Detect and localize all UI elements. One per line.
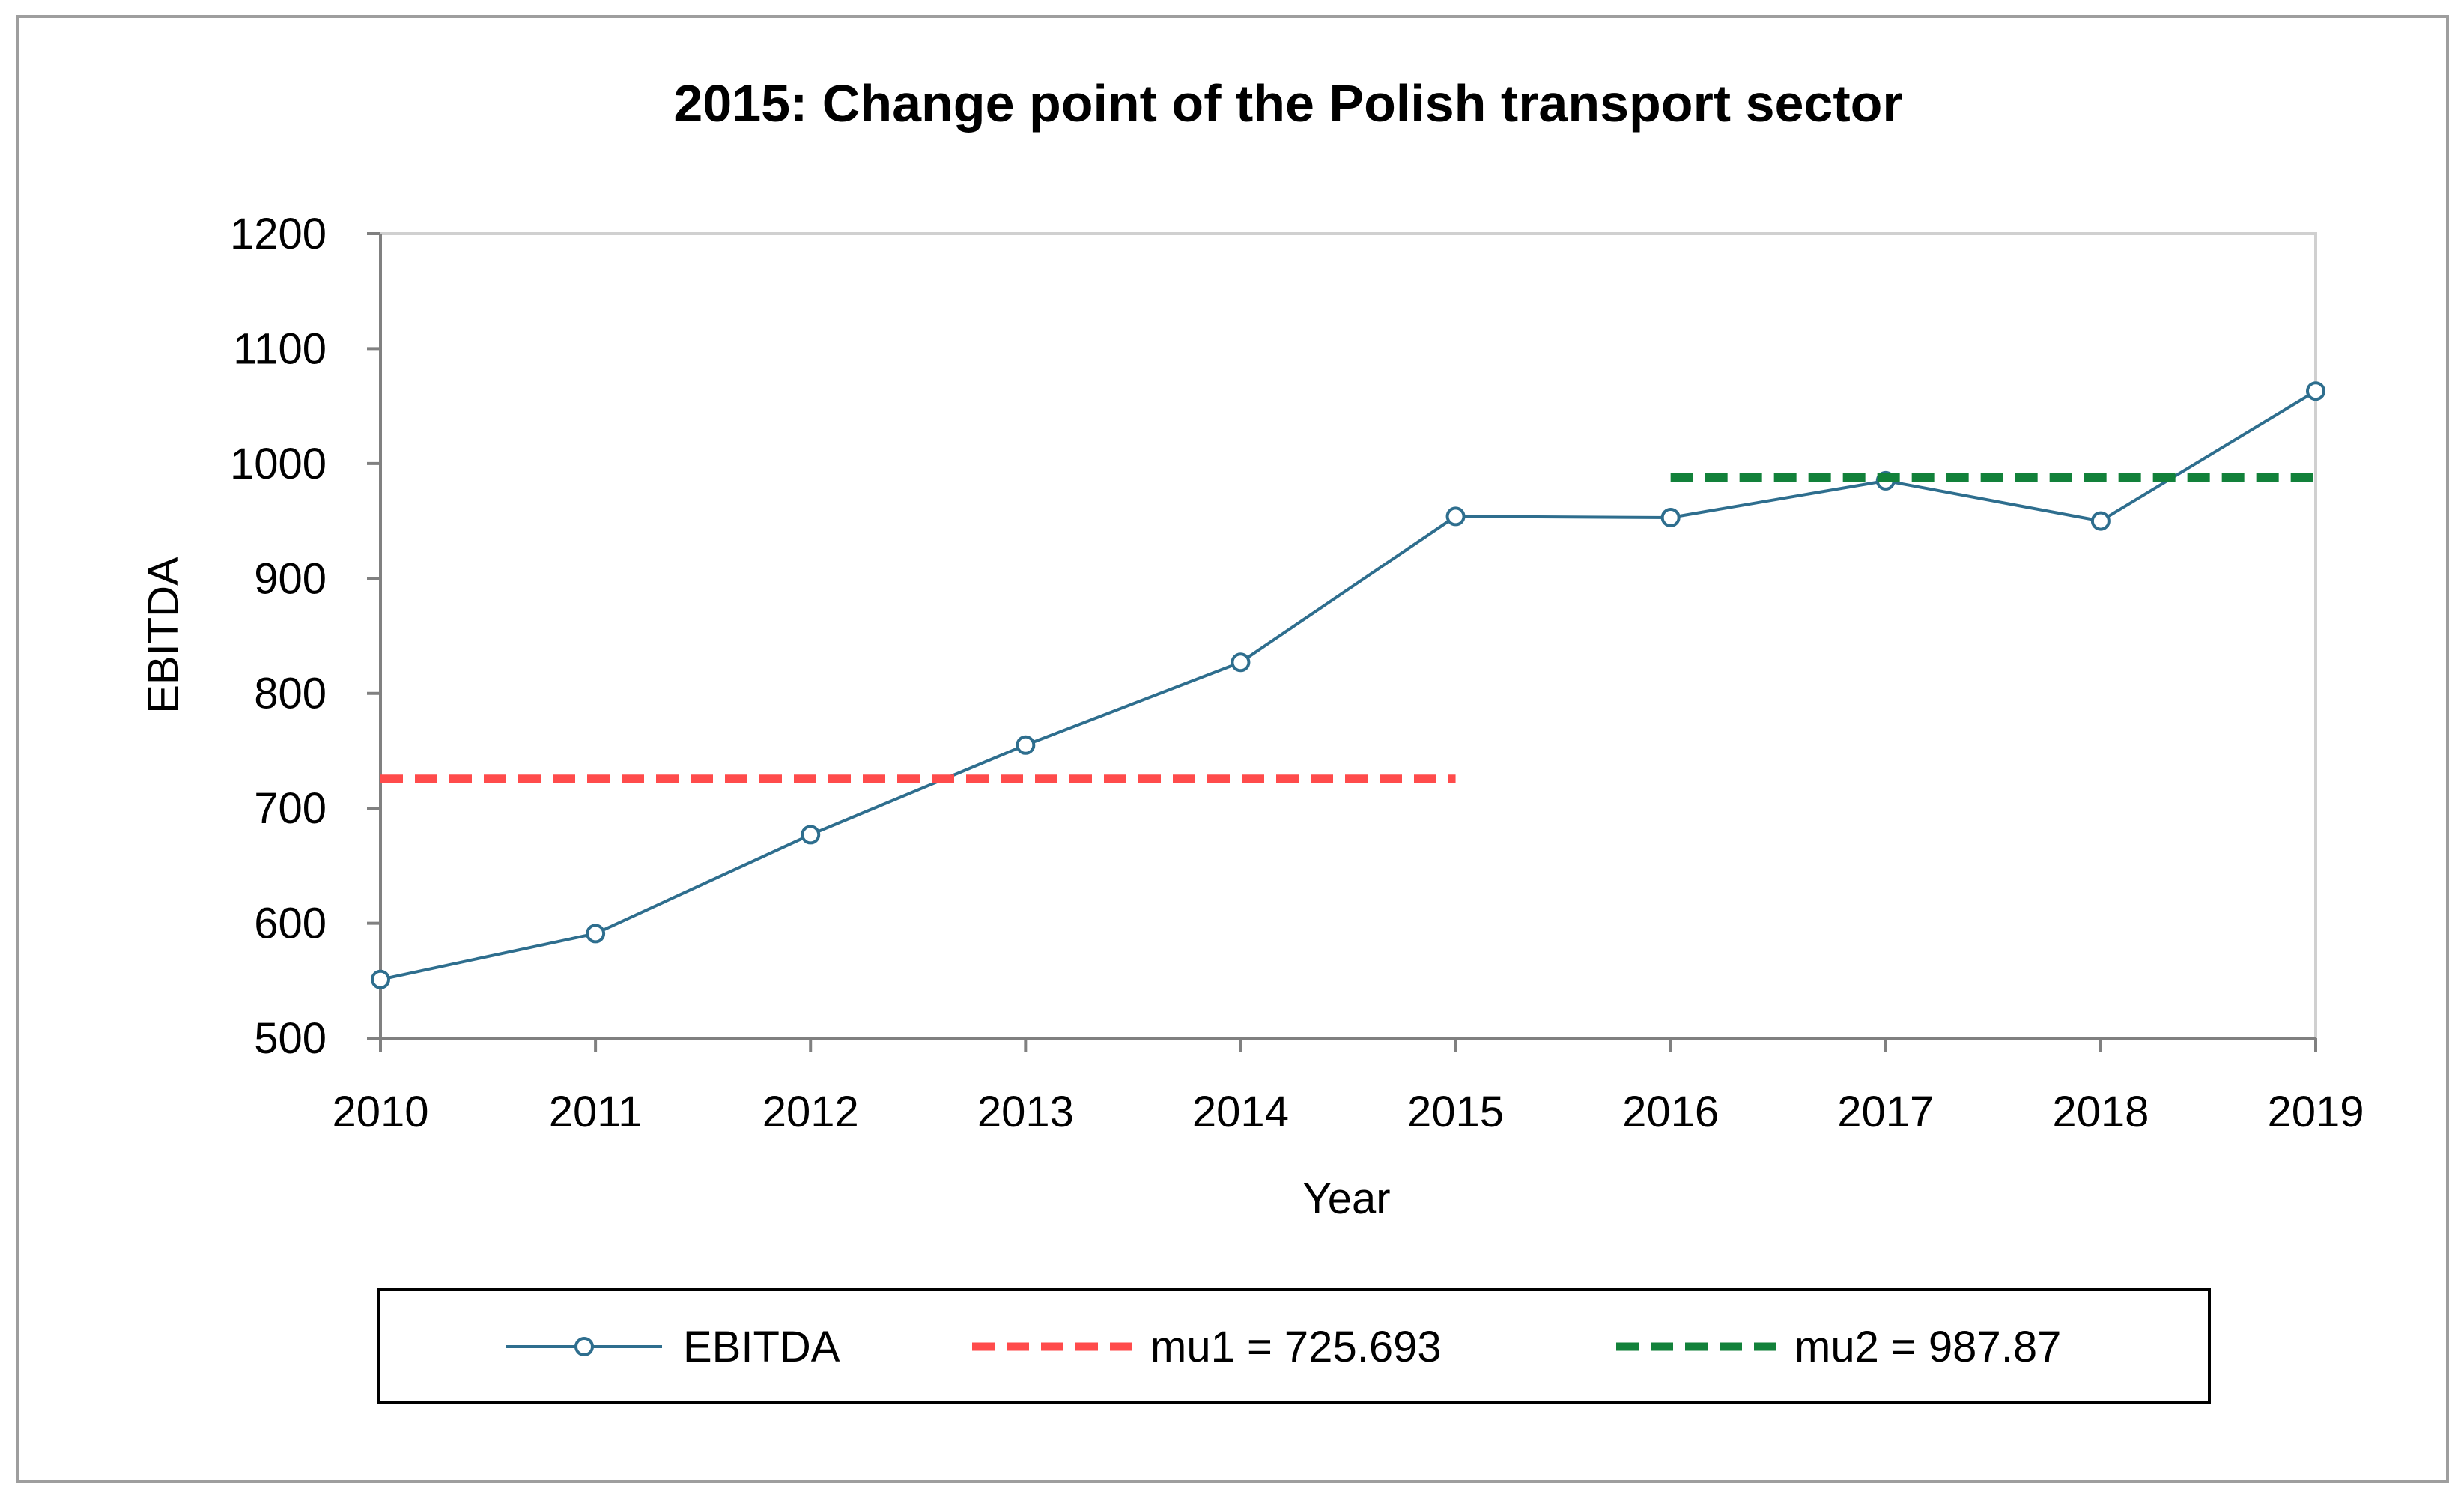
y-tick-label: 700 xyxy=(254,784,327,833)
x-tick-label: 2017 xyxy=(1837,1088,1934,1136)
ebitda-point-2013 xyxy=(1016,735,1036,755)
x-tick-label: 2011 xyxy=(549,1088,643,1136)
y-axis: 500 600 700 800 900 1000 1100 1200 xyxy=(230,210,382,1063)
ebitda-point-2018 xyxy=(2090,511,2111,531)
legend-mu1-label: mu1 = 725.693 xyxy=(1150,1323,1442,1371)
x-tick-label: 2012 xyxy=(762,1088,859,1136)
x-tick-label: 2018 xyxy=(2052,1088,2149,1136)
ebitda-series-line xyxy=(380,389,2317,981)
y-tick-label: 1200 xyxy=(230,210,327,258)
y-tick-label: 900 xyxy=(254,554,327,603)
legend-ebitda-label: EBITDA xyxy=(683,1323,840,1371)
ebitda-point-2019 xyxy=(2306,381,2325,401)
ebitda-point-2016 xyxy=(1660,507,1681,527)
x-tick-label: 2010 xyxy=(332,1088,428,1136)
x-tick-label: 2014 xyxy=(1192,1088,1289,1136)
x-tick-label: 2016 xyxy=(1622,1088,1719,1136)
legend-ebitda-marker xyxy=(574,1337,594,1356)
x-tick-label: 2013 xyxy=(977,1088,1074,1136)
legend-mu2-label: mu2 = 987.87 xyxy=(1794,1323,2061,1371)
y-tick-label: 600 xyxy=(254,900,327,948)
chart-title: 2015: Change point of the Polish transpo… xyxy=(673,74,1902,133)
y-tick-label: 1000 xyxy=(230,440,327,488)
series-layer xyxy=(371,381,2325,989)
x-axis: 2010 2011 2012 2013 2014 2015 2016 2017 2018 2019 xyxy=(332,1037,2364,1136)
x-tick-label: 2019 xyxy=(2267,1088,2364,1136)
ebitda-point-2010 xyxy=(371,969,390,989)
ebitda-point-2012 xyxy=(801,825,821,845)
legend: EBITDA mu1 = 725.693 mu2 = 987.87 xyxy=(377,1288,2211,1404)
ebitda-point-2015 xyxy=(1445,506,1466,527)
y-tick-label: 800 xyxy=(254,670,327,718)
ebitda-point-2014 xyxy=(1231,652,1251,673)
chart-frame xyxy=(16,15,2449,1483)
legend-box xyxy=(377,1288,2211,1404)
y-tick-label: 1100 xyxy=(233,324,327,373)
ebitda-point-2011 xyxy=(586,924,606,944)
x-tick-label: 2015 xyxy=(1407,1088,1504,1136)
y-tick-label: 500 xyxy=(254,1014,327,1063)
y-axis-label: EBITDA xyxy=(139,557,188,714)
x-axis-label: Year xyxy=(1302,1174,1390,1223)
